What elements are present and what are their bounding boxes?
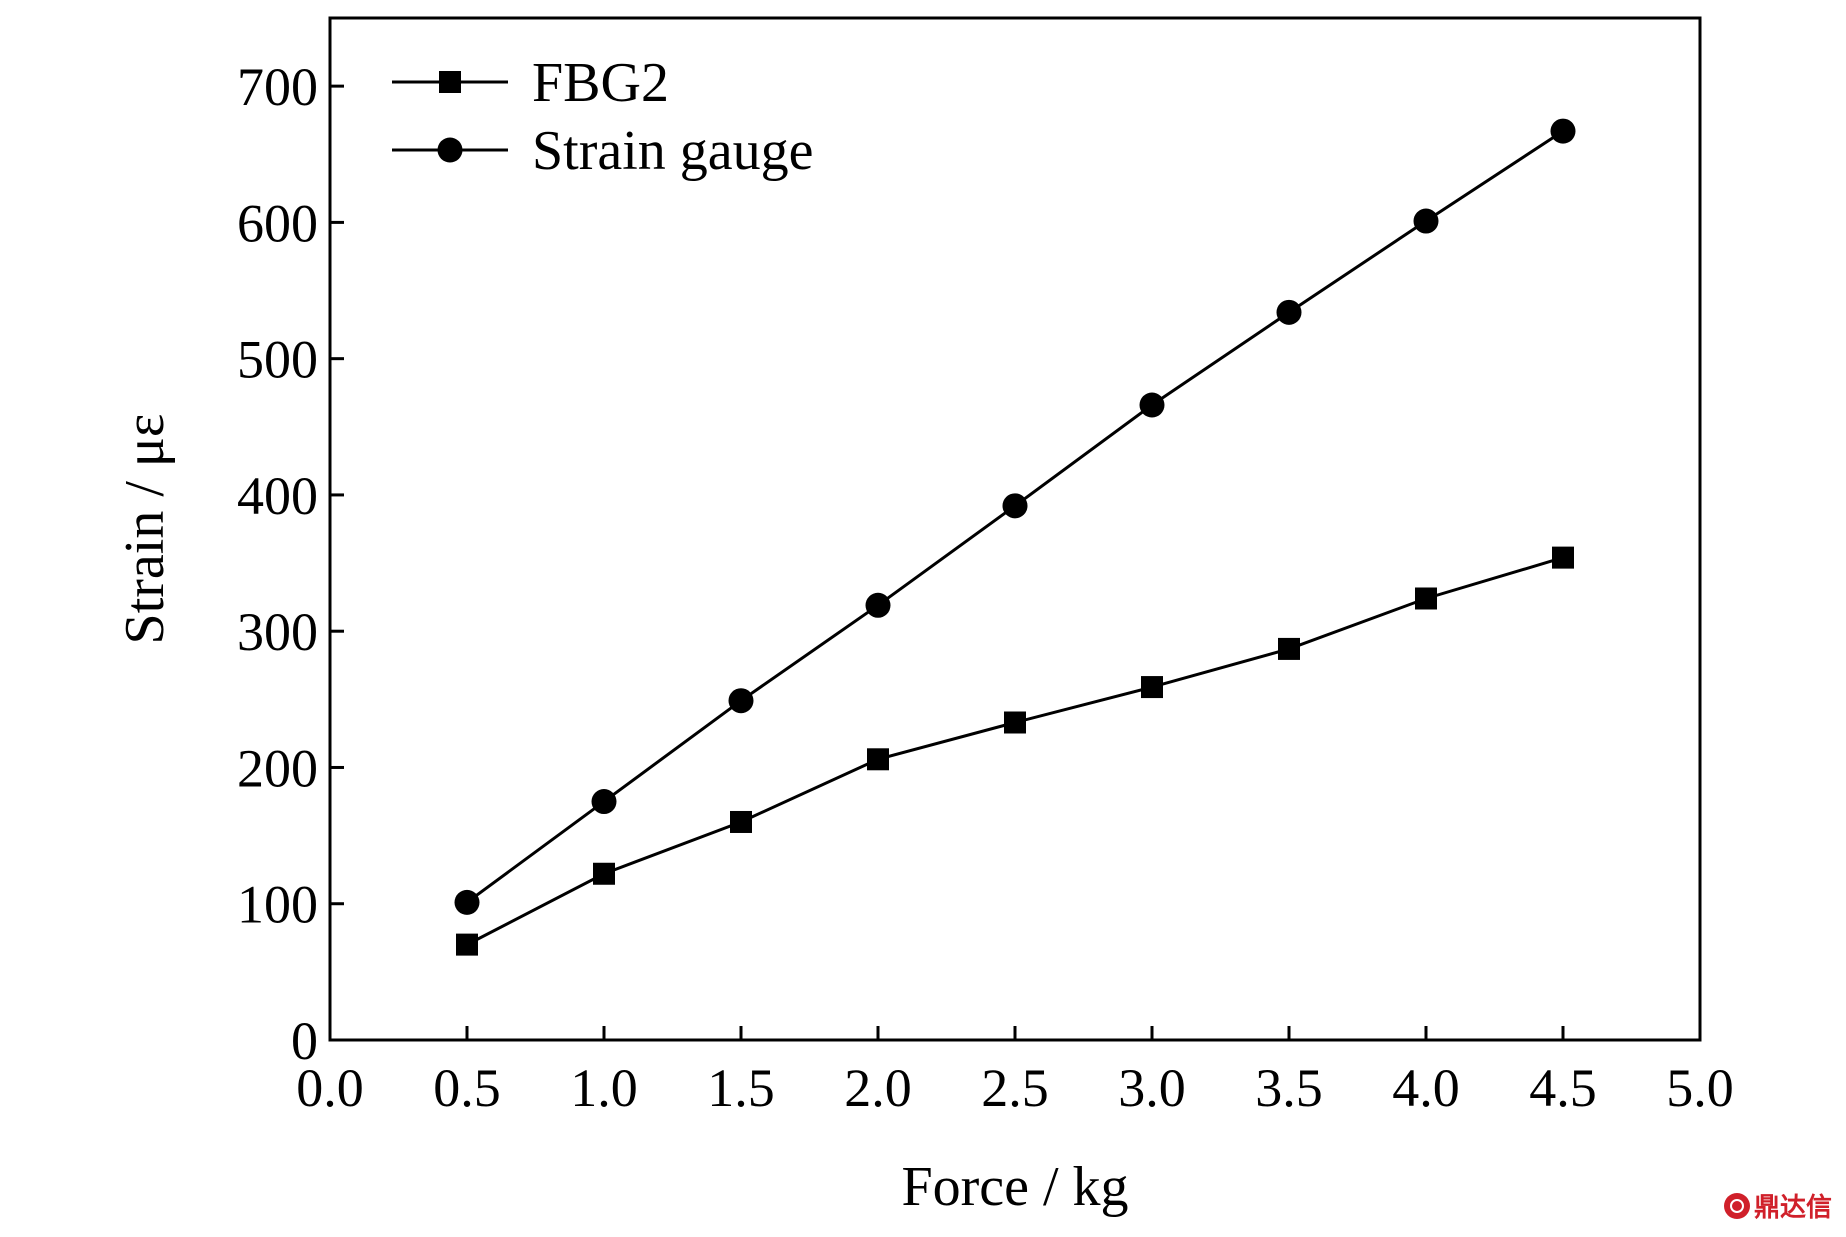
x-tick-label: 1.0 (570, 1058, 638, 1118)
data-point-circle (591, 789, 617, 815)
data-point-square (593, 862, 615, 885)
legend-item: FBG2 (392, 52, 669, 114)
y-tick-label: 700 (237, 57, 318, 117)
y-tick-label: 500 (237, 330, 318, 390)
x-tick-label: 2.0 (844, 1058, 912, 1118)
series-line (466, 556, 1564, 946)
legend-label: FBG2 (532, 52, 669, 114)
data-point-square (456, 933, 478, 956)
x-tick-label: 5.0 (1666, 1058, 1734, 1118)
data-point-circle (454, 889, 480, 915)
watermark-logo-icon (1723, 1192, 1750, 1219)
series-strain-gauge (454, 118, 1576, 915)
data-point-circle (1276, 299, 1302, 325)
data-point-square (1278, 637, 1300, 660)
watermark: 鼎达信 (1723, 1187, 1832, 1224)
data-point-circle (865, 592, 891, 618)
x-tick-label: 2.5 (981, 1058, 1049, 1118)
data-point-circle (1550, 118, 1576, 144)
data-point-circle (728, 688, 754, 714)
series-fbg2 (456, 546, 1574, 956)
legend-square-icon (439, 71, 461, 93)
data-point-circle (1413, 208, 1439, 234)
axes-layer: 0.0 0.5 1.0 1.5 2.0 2.5 3.0 3.5 4.0 4.5 5.0 0 100 200… (237, 57, 1734, 1118)
watermark-text: 鼎达信 (1753, 1193, 1832, 1223)
data-point-circle (1139, 392, 1165, 418)
legend-circle-icon (437, 137, 463, 163)
data-point-square (730, 810, 752, 833)
y-tick-label: 200 (237, 738, 318, 798)
data-point-circle (1002, 493, 1028, 519)
x-tick-label: 0.0 (296, 1058, 364, 1118)
y-tick-label: 400 (237, 466, 318, 526)
y-tick-label: 600 (237, 193, 318, 253)
y-tick-label: 0 (291, 1011, 318, 1071)
legend-item: Strain gauge (392, 120, 813, 182)
x-tick-label: 1.5 (707, 1058, 775, 1118)
data-point-square (1552, 546, 1574, 569)
x-tick-label: 4.0 (1392, 1058, 1460, 1118)
x-tick-label: 0.5 (433, 1058, 501, 1118)
y-axis-label: Strain / με (114, 414, 176, 645)
data-point-square (1415, 587, 1437, 610)
data-point-square (867, 748, 889, 771)
y-tick-label: 100 (237, 875, 318, 935)
x-tick-label: 3.0 (1118, 1058, 1186, 1118)
legend-label: Strain gauge (532, 120, 813, 182)
x-tick-label: 4.5 (1529, 1058, 1597, 1118)
data-point-square (1004, 711, 1026, 734)
x-tick-label: 3.5 (1255, 1058, 1323, 1118)
data-point-square (1141, 676, 1163, 699)
series-layer (454, 118, 1576, 956)
y-tick-label: 300 (237, 602, 318, 662)
x-axis-label: Force / kg (901, 1156, 1128, 1218)
